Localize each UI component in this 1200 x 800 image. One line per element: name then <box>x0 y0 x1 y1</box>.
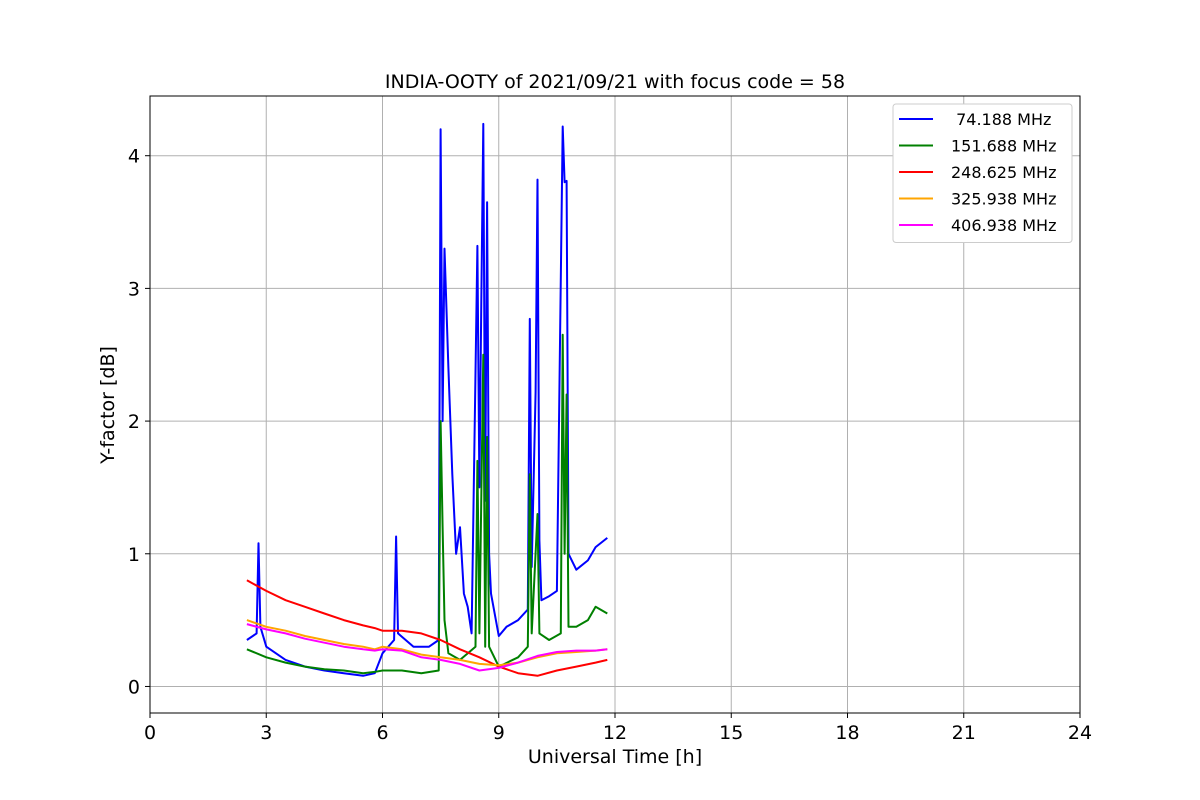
series-line-4 <box>246 623 608 672</box>
x-tick-label: 9 <box>493 722 505 744</box>
x-tick-label: 24 <box>1068 722 1092 744</box>
legend-label-0: 74.188 MHz <box>951 110 1051 129</box>
x-tick-label: 3 <box>260 722 272 744</box>
y-tick-label: 2 <box>128 411 140 433</box>
x-tick-label: 6 <box>376 722 388 744</box>
series-line-0 <box>246 122 608 677</box>
plot-area <box>246 122 608 677</box>
x-tick-label: 21 <box>952 722 976 744</box>
y-tick-label: 4 <box>128 146 140 168</box>
legend-label-2: 248.625 MHz <box>951 163 1056 182</box>
series-line-2 <box>246 579 608 677</box>
x-tick-label: 15 <box>719 722 743 744</box>
x-tick-label: 0 <box>144 722 156 744</box>
y-tick-label: 3 <box>128 278 140 300</box>
legend-label-3: 325.938 MHz <box>951 190 1056 209</box>
series-line-1 <box>246 333 608 675</box>
y-tick-label: 1 <box>128 544 140 566</box>
series-line-3 <box>246 619 608 667</box>
x-tick-label: 12 <box>603 722 627 744</box>
x-axis-label: Universal Time [h] <box>528 746 702 768</box>
y-tick-label: 0 <box>128 676 140 698</box>
legend-label-4: 406.938 MHz <box>951 216 1056 235</box>
chart-title: INDIA-OOTY of 2021/09/21 with focus code… <box>385 71 845 93</box>
y-axis-label: Y-factor [dB] <box>97 346 119 465</box>
legend-box <box>892 103 1073 243</box>
x-tick-label: 18 <box>835 722 859 744</box>
legend: 74.188 MHz 151.688 MHz 248.625 MHz 325.938 … <box>892 103 1073 243</box>
legend-label-1: 151.688 MHz <box>951 137 1056 156</box>
